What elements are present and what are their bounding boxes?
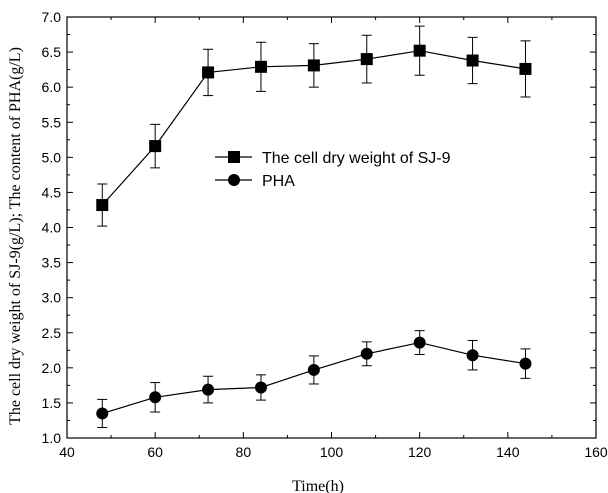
data-point-circle: [202, 383, 215, 396]
data-point-circle: [413, 336, 426, 349]
data-point-square: [254, 60, 267, 73]
x-tick-label: 120: [408, 444, 432, 460]
y-tick-label: 7.0: [42, 9, 62, 25]
x-tick-label: 160: [584, 444, 608, 460]
plot-frame: [66, 16, 597, 439]
x-tick-label: 40: [59, 444, 75, 460]
y-tick-label: 2.5: [42, 325, 62, 341]
legend-label-pha: PHA: [262, 173, 295, 190]
x-tick-label: 140: [496, 444, 520, 460]
axes: [66, 16, 597, 439]
y-tick-label: 6.5: [42, 44, 62, 60]
data-point-square: [149, 140, 162, 153]
legend: The cell dry weight of SJ-9 PHA: [215, 150, 451, 190]
data-point-square: [96, 199, 109, 212]
data-point-square: [413, 44, 426, 57]
legend-marker-square: [228, 151, 240, 163]
y-tick-label: 4.5: [42, 184, 62, 200]
y-axis-title: The cell dry weight of SJ-9(g/L); The co…: [7, 47, 24, 425]
y-tick-label: 3.5: [42, 255, 62, 271]
y-tick-label: 1.5: [42, 395, 62, 411]
data-point-circle: [254, 381, 267, 394]
data-point-square: [202, 66, 215, 79]
data-point-square: [307, 59, 320, 72]
y-tick-label: 2.0: [42, 360, 62, 376]
y-tick-label: 6.0: [42, 79, 62, 95]
ticks: 40 60 80 100 120 140 160 1.0 1.5 2.0 2.5 3.0 3.5 4.0 4…: [42, 9, 608, 460]
data-point-circle: [307, 363, 320, 376]
series-0: [96, 25, 532, 227]
x-tick-label: 60: [147, 444, 163, 460]
y-tick-label: 3.0: [42, 290, 62, 306]
data-point-circle: [360, 347, 373, 360]
y-tick-label: 5.0: [42, 149, 62, 165]
data-point-circle: [466, 349, 479, 362]
data-point-square: [466, 54, 479, 67]
series: [96, 25, 532, 428]
y-tick-label: 4.0: [42, 220, 62, 236]
data-point-square: [519, 62, 532, 75]
x-tick-label: 100: [320, 444, 344, 460]
x-tick-label: 80: [236, 444, 252, 460]
series-1: [96, 330, 532, 428]
y-tick-label: 1.0: [42, 430, 62, 446]
legend-label-cell-dry-weight: The cell dry weight of SJ-9: [262, 150, 451, 167]
data-point-circle: [519, 357, 532, 370]
x-axis-title: Time(h): [292, 478, 344, 493]
data-point-circle: [149, 391, 162, 404]
data-point-circle: [96, 407, 109, 420]
data-point-square: [360, 53, 373, 66]
legend-marker-circle: [228, 174, 240, 186]
y-tick-label: 5.5: [42, 114, 62, 130]
